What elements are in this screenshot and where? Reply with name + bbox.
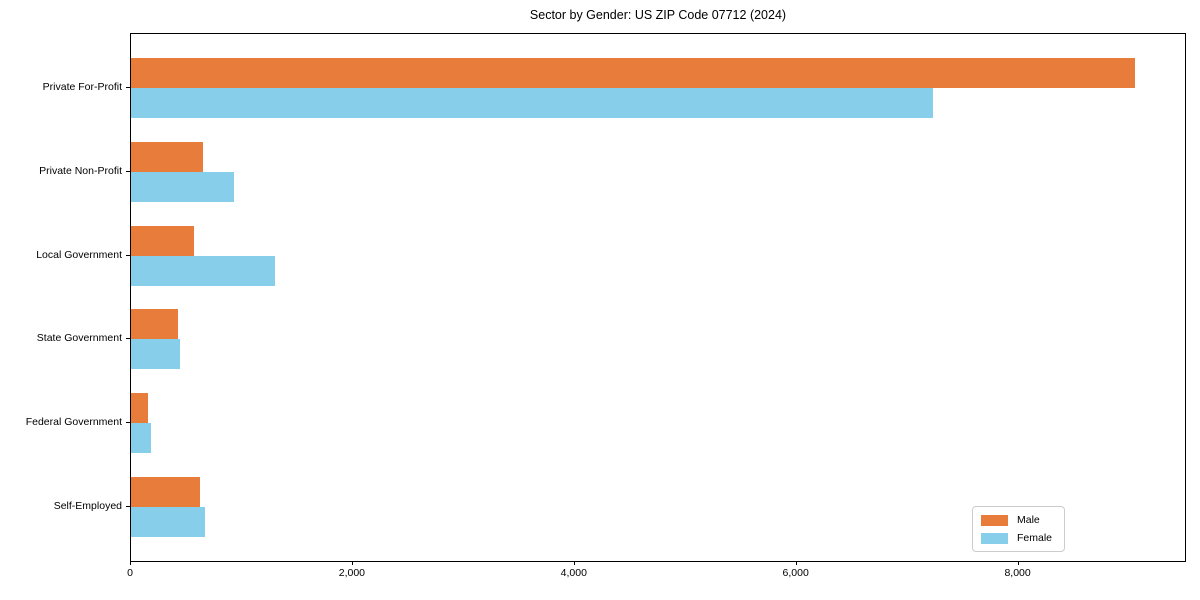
bar-male-federal-government [131, 392, 149, 423]
y-tick-mark [126, 338, 130, 340]
bar-male-private-for-profit [131, 58, 1136, 89]
x-tick-mark [573, 561, 575, 565]
bar-female-local-government [131, 255, 276, 286]
y-tick-label-private-non-profit: Private Non-Profit [39, 165, 122, 178]
legend-female-label: Female [1016, 532, 1052, 544]
legend-male-label: Male [1016, 514, 1040, 526]
y-tick-label-federal-government: Federal Government [25, 415, 122, 428]
y-tick-label-state-government: State Government [36, 332, 122, 345]
y-tick-label-self-employed: Self-Employed [53, 499, 122, 512]
chart-legend: Male Female [971, 506, 1065, 552]
bar-female-self-employed [131, 506, 205, 537]
x-tick-label-2000: 2,000 [338, 567, 366, 579]
y-tick-mark [126, 254, 130, 256]
bar-female-private-for-profit [131, 88, 934, 119]
x-tick-label-4000: 4,000 [560, 567, 587, 579]
bar-female-federal-government [131, 422, 151, 454]
legend-entry-female: Female [980, 532, 1052, 544]
x-tick-mark [1017, 561, 1019, 565]
x-tick-mark [351, 561, 353, 565]
y-tick-mark [126, 505, 130, 507]
x-tick-label-8000: 8,000 [1004, 567, 1031, 579]
x-tick-mark [795, 561, 797, 565]
legend-entry-male: Male [980, 514, 1052, 526]
x-tick-label-6000: 6,000 [782, 567, 809, 579]
x-tick-label-0: 0 [127, 567, 133, 579]
chart-title: Sector by Gender: US ZIP Code 07712 (202… [529, 8, 787, 22]
bar-male-private-non-profit [131, 141, 203, 173]
legend-male-swatch [980, 514, 1008, 526]
y-tick-mark [126, 171, 130, 173]
bar-male-local-government [131, 225, 195, 256]
legend-female-swatch [980, 532, 1008, 544]
y-tick-label-private-for-profit: Private For-Profit [42, 81, 122, 94]
bar-male-self-employed [131, 476, 200, 507]
bar-female-state-government [131, 339, 180, 370]
bar-male-state-government [131, 309, 179, 340]
y-tick-mark [126, 421, 130, 423]
x-tick-mark [130, 561, 131, 565]
bar-female-private-non-profit [131, 172, 235, 203]
y-tick-label-local-government: Local Government [36, 248, 122, 261]
y-tick-mark [126, 87, 130, 89]
plot-area [130, 33, 1186, 562]
